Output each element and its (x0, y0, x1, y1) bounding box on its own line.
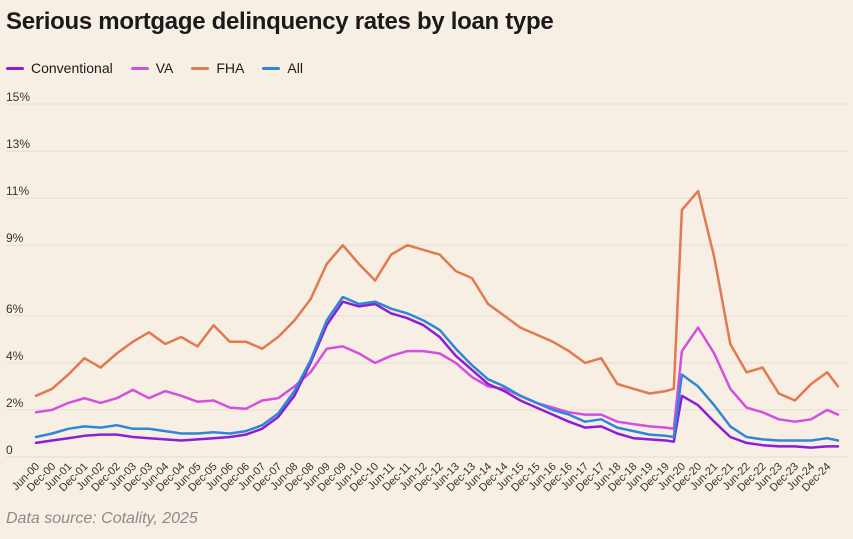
y-tick-label: 2% (6, 396, 24, 410)
legend-swatch-va (130, 66, 149, 70)
legend-item-conventional: Conventional (6, 60, 113, 76)
legend-label-va: VA (155, 60, 174, 76)
y-tick-label: 9% (6, 231, 24, 245)
legend-label-all: All (287, 60, 303, 76)
legend-item-all: All (262, 60, 303, 76)
legend-swatch-conventional (6, 66, 24, 70)
legend-swatch-all (262, 66, 281, 70)
y-axis: 0 2% 4% 6% 9% 11% 13% 15% (6, 90, 30, 457)
series-line-fha (34, 189, 840, 402)
y-tick-label: 4% (6, 349, 24, 363)
y-tick-label: 0 (6, 443, 13, 457)
legend-label-fha: FHA (216, 60, 245, 76)
legend-item-fha: FHA (191, 60, 244, 76)
y-tick-label: 6% (6, 302, 24, 316)
data-source-note: Data source: Cotality, 2025 (6, 510, 198, 527)
legend-label-conventional: Conventional (31, 60, 113, 76)
series-line-all (34, 295, 840, 442)
series-line-conventional (34, 300, 840, 449)
gridlines (6, 103, 848, 458)
y-tick-label: 15% (6, 90, 30, 104)
chart-title: Serious mortgage delinquency rates by lo… (6, 8, 554, 35)
series-lines (34, 189, 840, 449)
legend-item-va: VA (130, 60, 174, 76)
x-axis: Jun-00Dec-00Jun-01Dec-01Jun-02Dec-02Jun-… (10, 461, 834, 495)
y-tick-label: 13% (6, 137, 30, 151)
legend-swatch-fha (191, 66, 210, 70)
series-line-va (34, 326, 840, 431)
y-tick-label: 11% (6, 184, 29, 198)
legend: Conventional VA FHA All (6, 60, 303, 76)
